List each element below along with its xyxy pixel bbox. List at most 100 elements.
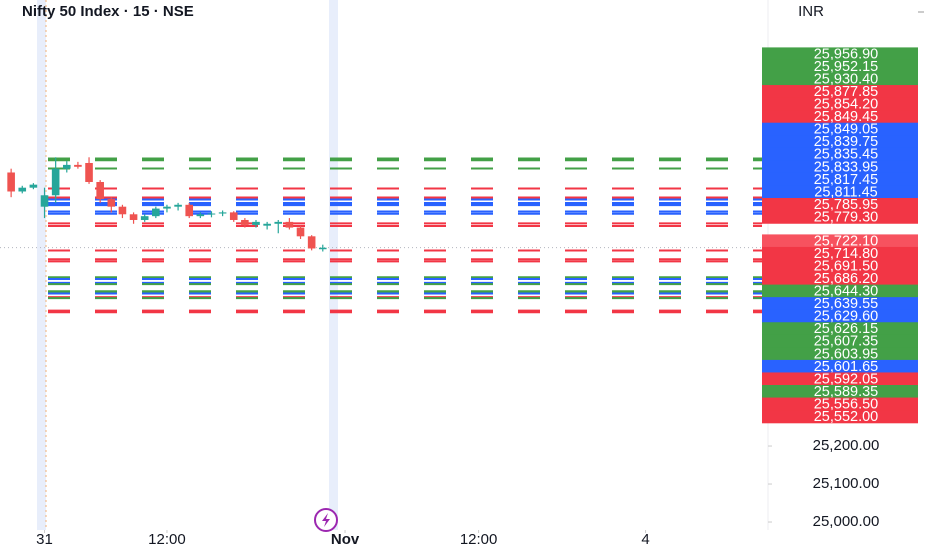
candle-body [129, 214, 138, 220]
x-tick-label: Nov [331, 531, 360, 548]
candle-body [152, 208, 160, 217]
price-tag-label: 25,601.65 [814, 359, 879, 375]
candle-body [307, 236, 316, 249]
price-tag-label: 25,854.20 [814, 97, 879, 113]
candle-body [74, 164, 82, 167]
price-tag [762, 347, 918, 361]
candle-body [29, 184, 38, 188]
price-tag-label: 25,714.80 [814, 246, 879, 262]
price-tag [762, 110, 918, 124]
price-tag-label: 25,956.90 [814, 46, 879, 62]
price-tag [762, 135, 918, 149]
price-tag-label: 25,589.35 [814, 384, 879, 400]
y-tick-label: 25,100.00 [813, 475, 880, 492]
price-tag-label: 25,817.45 [814, 172, 879, 188]
price-tag-label: 25,930.40 [814, 71, 879, 87]
price-tag [762, 47, 918, 61]
price-tag [762, 160, 918, 174]
price-tag [762, 198, 918, 212]
price-tag-label: 25,779.30 [814, 209, 879, 225]
price-tag-label: 25,849.45 [814, 109, 879, 125]
price-tag [762, 410, 918, 424]
price-tag [762, 172, 918, 187]
price-tag [762, 234, 918, 248]
price-tag-label: 25,607.35 [814, 334, 879, 350]
candle-body [207, 213, 216, 215]
candle-body [85, 162, 93, 182]
price-tag-label: 25,952.15 [814, 59, 879, 75]
event-icon-bolt [322, 513, 330, 527]
price-tag [762, 85, 918, 99]
price-tag-label: 25,691.50 [814, 258, 879, 274]
candle-body [229, 212, 238, 220]
price-tag-label: 25,629.60 [814, 309, 879, 325]
candle-body [174, 204, 182, 207]
x-tick-label: 31 [36, 531, 53, 548]
candle-body [62, 164, 71, 169]
price-tag-label: 25,556.50 [814, 396, 879, 412]
candle-body [118, 206, 127, 215]
price-tag [762, 359, 918, 374]
candle-body [241, 219, 249, 225]
price-tag [762, 272, 918, 286]
price-tag-label: 25,877.85 [814, 84, 879, 100]
candle-body [252, 221, 260, 225]
candle-body [7, 172, 15, 192]
price-tag [762, 97, 918, 111]
price-tag-label: 25,626.15 [814, 321, 879, 337]
price-tag [762, 309, 918, 323]
y-tick-label: 25,000.00 [813, 513, 880, 530]
candle-body [140, 216, 149, 220]
price-tag [762, 397, 918, 411]
candle-body [285, 221, 294, 228]
price-tag-label: 25,552.00 [814, 409, 879, 425]
price-tag-label: 25,811.45 [814, 184, 877, 200]
session-band [37, 0, 46, 530]
candle-body [296, 227, 305, 237]
candle-body [274, 221, 283, 224]
price-tag [762, 297, 918, 311]
x-tick-label: 12:00 [148, 531, 186, 548]
x-tick-label: 4 [641, 531, 649, 548]
session-band [329, 0, 338, 530]
price-tag-label: 25,644.30 [814, 284, 879, 300]
candle-body [107, 199, 116, 207]
candle-body [96, 181, 104, 200]
price-tag [762, 72, 918, 86]
price-tag [762, 259, 918, 273]
price-tag [762, 59, 918, 74]
price-tag-label: 25,686.20 [814, 271, 879, 287]
candle-body [40, 195, 49, 207]
chart-title: Nifty 50 Index · 15 · NSE [22, 3, 194, 20]
price-tag [762, 322, 918, 336]
price-tag-label: 25,849.05 [814, 122, 879, 138]
price-tag [762, 284, 918, 298]
price-tag-label: 25,722.10 [814, 233, 879, 249]
price-tag [762, 147, 918, 161]
candle-body [163, 206, 171, 209]
price-tag [762, 334, 918, 348]
x-tick-label: 12:00 [460, 531, 498, 548]
candle-body [185, 204, 194, 217]
candle-body [196, 214, 205, 217]
price-tag-label: 25,639.55 [814, 296, 879, 312]
candle-body [218, 212, 227, 214]
price-tag [762, 385, 918, 399]
candle-body [263, 223, 271, 226]
price-tag [762, 185, 918, 199]
price-tag-label: 25,833.95 [814, 159, 879, 175]
candle-body [318, 247, 327, 250]
price-tag-label: 25,603.95 [814, 346, 879, 362]
price-tag [762, 372, 918, 386]
price-tag-label: 25,785.95 [814, 197, 879, 213]
y-tick-label: 25,200.00 [813, 437, 880, 454]
price-tag-label: 25,839.75 [814, 134, 879, 150]
candle-body [18, 187, 27, 192]
price-tag-label: 25,592.05 [814, 371, 879, 387]
price-tag [762, 246, 918, 261]
price-tag [762, 210, 918, 224]
price-tag-label: 25,835.45 [814, 147, 879, 163]
price-tag [762, 122, 918, 136]
candle-body [51, 168, 60, 196]
